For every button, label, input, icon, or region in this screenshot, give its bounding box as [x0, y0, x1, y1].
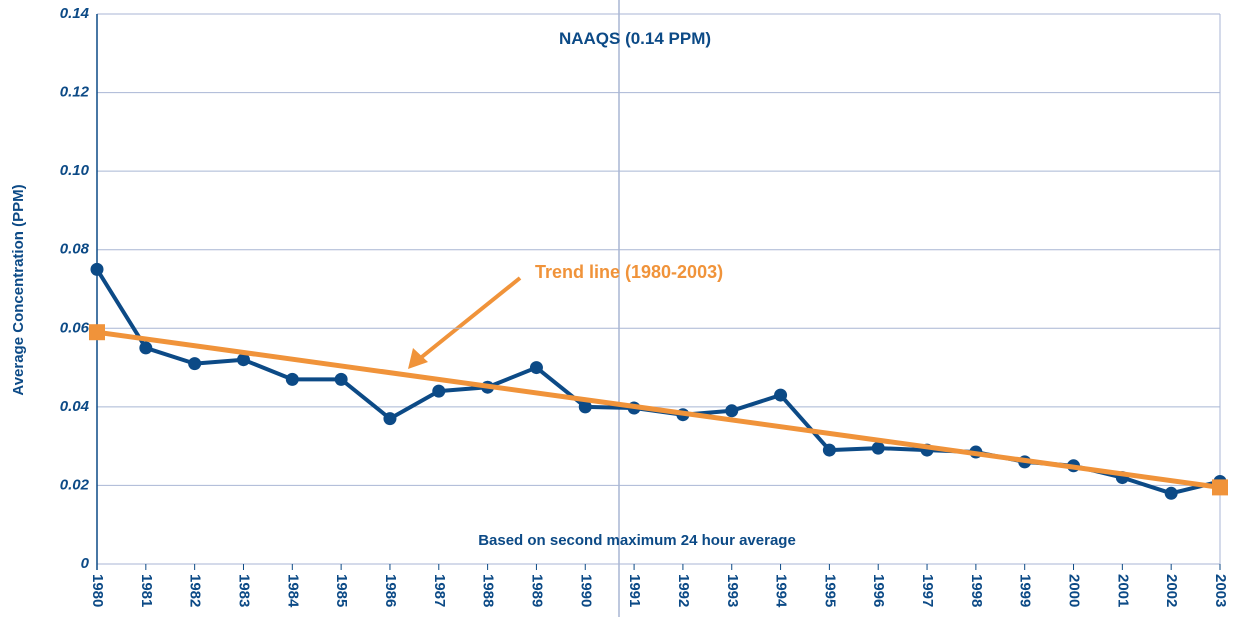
x-tick-label: 1991 — [626, 574, 643, 607]
data-point — [529, 361, 543, 375]
y-tick-label: 0.04 — [60, 398, 90, 415]
data-point — [334, 372, 348, 386]
y-tick-label: 0.10 — [60, 162, 90, 179]
x-tick-label: 2003 — [1212, 574, 1229, 607]
data-point — [871, 441, 885, 455]
x-tick-label: 1993 — [724, 574, 741, 607]
data-point — [578, 400, 592, 414]
x-tick-label: 1995 — [821, 574, 838, 607]
data-point — [139, 341, 153, 355]
x-tick-label: 1988 — [480, 574, 497, 607]
trend-end — [1212, 479, 1228, 496]
data-point — [822, 443, 836, 457]
trend-line — [96, 329, 1221, 490]
data-point — [90, 262, 104, 276]
data-point — [285, 372, 299, 386]
x-tick-label: 1980 — [89, 574, 106, 607]
x-tick-label: 1983 — [236, 574, 253, 607]
x-tick-label: 1987 — [431, 574, 448, 607]
data-point — [188, 357, 202, 371]
annotation: Based on second maximum 24 hour average — [478, 532, 796, 549]
x-tick-label: 1982 — [187, 574, 204, 607]
x-tick-label: 1981 — [138, 574, 155, 607]
x-tick-label: 1985 — [333, 574, 350, 607]
data-point — [774, 388, 788, 402]
y-tick-label: 0.06 — [60, 319, 90, 336]
x-tick-label: 1986 — [382, 574, 399, 607]
x-tick-label: 2001 — [1114, 574, 1131, 607]
y-axis-label: Average Concentration (PPM) — [10, 184, 27, 395]
data-point — [383, 412, 397, 426]
trend-end — [89, 324, 105, 341]
x-tick-label: 1990 — [577, 574, 594, 607]
data-point — [432, 384, 446, 398]
x-tick-label: 1997 — [919, 574, 936, 607]
x-tick-label: 1989 — [528, 574, 545, 607]
annotation: NAAQS (0.14 PPM) — [559, 29, 711, 48]
y-tick-label: 0 — [81, 555, 90, 572]
data-point — [725, 404, 739, 418]
y-tick-label: 0.02 — [60, 476, 90, 493]
data-point — [236, 353, 250, 367]
x-tick-label: 2000 — [1066, 574, 1083, 607]
arrow-head — [408, 348, 428, 369]
arrow — [416, 276, 522, 362]
trend-label: Trend line (1980-2003) — [535, 262, 723, 282]
data-point — [1164, 486, 1178, 500]
x-tick-label: 1996 — [870, 574, 887, 607]
y-tick-label: 0.08 — [60, 241, 90, 258]
data-line — [95, 268, 1221, 496]
x-tick-label: 1992 — [675, 574, 692, 607]
x-tick-label: 1999 — [1017, 574, 1034, 607]
x-tick-label: 1998 — [968, 574, 985, 607]
x-tick-label: 2002 — [1163, 574, 1180, 607]
x-tick-label: 1984 — [284, 574, 301, 608]
y-tick-label: 0.14 — [60, 5, 90, 22]
x-tick-label: 1994 — [773, 574, 790, 608]
y-tick-label: 0.12 — [60, 84, 90, 101]
